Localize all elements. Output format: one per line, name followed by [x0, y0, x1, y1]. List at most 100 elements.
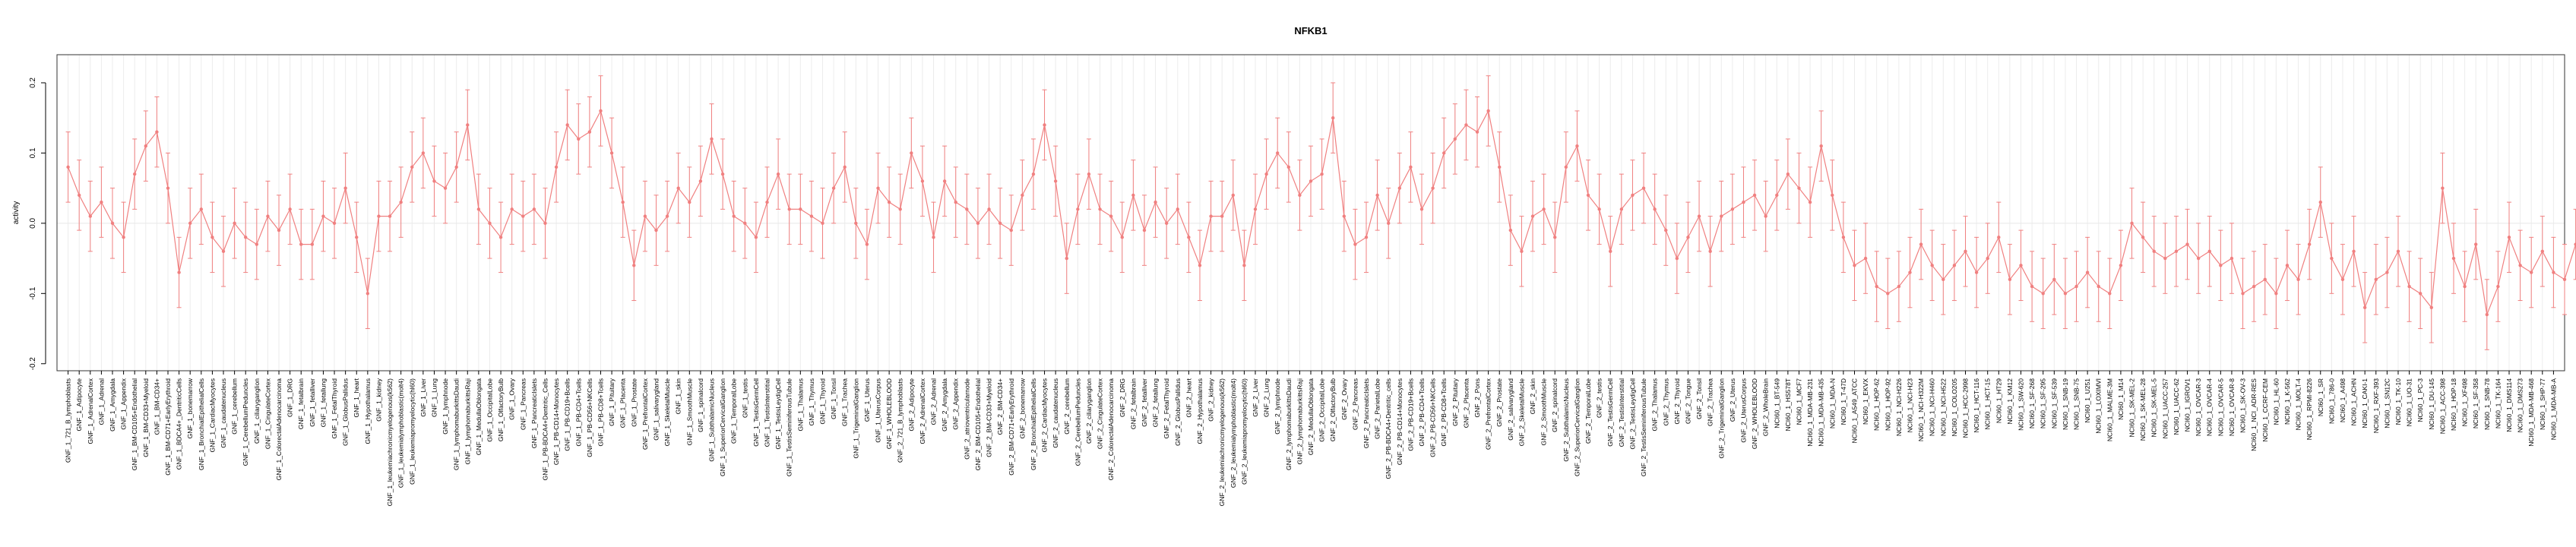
x-tick-label: GNF_2_OccipitalLobe: [1318, 378, 1326, 442]
data-point: [599, 109, 603, 113]
x-tick-label: GNF_2_Prostate: [1495, 378, 1503, 427]
data-point: [665, 214, 669, 218]
data-point: [410, 165, 414, 169]
x-tick-label: NCI60_1_UACC-257: [2161, 378, 2169, 439]
data-point: [244, 236, 248, 239]
data-point: [233, 221, 236, 226]
data-point: [1442, 151, 1446, 155]
x-tick-label: NCI60_1_EKVX: [1862, 378, 1869, 425]
x-tick-label: GNF_2_ciliaryganglion: [1085, 378, 1093, 444]
x-tick-label: GNF_1_GlobusPallidus: [342, 378, 350, 446]
data-point: [133, 172, 137, 176]
x-tick-label: GNF_1_Adipocyte: [75, 378, 83, 432]
x-tick-label: NCI60_1_ACC-398: [2438, 378, 2446, 435]
data-point: [1597, 207, 1601, 211]
x-tick-label: NCI60_1_IGROV1: [2184, 378, 2191, 432]
data-point: [710, 137, 714, 141]
x-tick-label: NCI60_1_PC-3: [2416, 378, 2424, 422]
x-tick-label: NCI60_1_NCI_ADR-RES: [2250, 378, 2258, 451]
data-point: [510, 207, 514, 211]
data-point: [1375, 193, 1379, 198]
x-tick-label: GNF_2_Adipocyte: [907, 378, 915, 432]
x-tick-label: GNF_2_bonemarrow: [1018, 378, 1026, 438]
data-point: [355, 236, 359, 239]
x-tick-label: GNF_2_SubthalamicNucleus: [1562, 378, 1570, 462]
data-point: [1498, 165, 1502, 169]
x-tick-label: GNF_2_TrigeminalGanglion: [1717, 378, 1725, 459]
x-tick-label: NCI60_1_SK-MEL-28: [2139, 378, 2147, 441]
data-point: [1964, 249, 1967, 254]
x-tick-label: NCI60_1_NCI-H23: [1906, 378, 1913, 433]
x-tick-label: GNF_2_leukemialymphoblastic(molt4): [1229, 378, 1237, 488]
data-point: [498, 236, 503, 239]
x-tick-label: NCI60_1_SK-MEL-2: [2128, 378, 2136, 438]
data-point: [976, 221, 980, 226]
data-point: [432, 179, 436, 183]
data-point: [843, 165, 847, 169]
x-tick-label: NCI60_1_T-47D: [1840, 378, 1847, 425]
x-tick-label: GNF_2_Tonsil: [1695, 378, 1703, 419]
y-axis: -0.2 -0.1 0.0 0.1 0.2: [29, 77, 46, 370]
x-tick-label: NCI60_1_SK-OV-3: [2239, 378, 2247, 433]
x-tick-label: GNF_2_PrefrontalCortex: [1485, 378, 1492, 450]
x-tick-label: GNF_1_cerebellum: [231, 378, 239, 435]
x-tick-label: GNF_2_fetalliver: [1141, 378, 1148, 427]
x-tick-label: GNF_1_bonemarrow: [186, 378, 194, 438]
x-tick-label: GNF_2_Appendix: [952, 378, 960, 429]
data-point: [1941, 277, 1945, 282]
x-tick-label: NCI60_1_MDA-MB-A: [2549, 378, 2557, 441]
x-tick-label: GNF_2_BM-CD105+Endothelial: [974, 378, 982, 470]
data-point: [876, 186, 880, 190]
x-tick-label: NCI60_1_HCT-116: [1973, 378, 1980, 433]
data-point: [2041, 292, 2045, 296]
x-tick-label: NCI60_1_SF-268: [2028, 378, 2036, 428]
x-tick-label: GNF_2_UterusCorpus: [1739, 378, 1747, 443]
x-tick-label: GNF_2_Trachea: [1707, 378, 1714, 426]
x-tick-label: GNF_1_Adrenal: [97, 378, 105, 425]
data-point: [1564, 165, 1568, 169]
data-point: [1542, 207, 1546, 211]
data-point: [2063, 292, 2068, 296]
x-tick-label: GNF_1_Appendix: [120, 378, 128, 429]
data-point: [632, 264, 636, 267]
x-tick-label: GNF_2_skin: [1529, 378, 1536, 415]
x-tick-label: NCI60_1_SNB-75: [2073, 378, 2081, 430]
data-point: [532, 207, 536, 211]
x-tick-label: GNF_1_ColorectalAdenocarcinoma: [275, 378, 283, 480]
x-tick-label: GNF_1_Liver: [419, 378, 427, 417]
data-point: [1009, 228, 1013, 232]
x-tick-label: GNF_2_Amygdala: [941, 378, 948, 432]
x-tick-label: GNF_2_testis: [1596, 378, 1603, 418]
data-point: [255, 242, 259, 246]
data-point: [2396, 249, 2400, 254]
data-points: [66, 109, 2576, 317]
x-tick-label: GNF_1_PB-CD8+Tcells: [597, 378, 604, 447]
x-tick-label: GNF_2_lymphnode: [1274, 378, 1281, 435]
data-point: [732, 214, 736, 218]
x-tick-label: GNF_1_leukemiapromyelocytic(hl60): [408, 378, 416, 485]
data-point: [1786, 172, 1790, 176]
x-tick-label: NCI60_1_NCI-H522: [1939, 378, 1947, 436]
x-tick-label: GNF_2_PB-CD8+Tcells: [1440, 378, 1448, 447]
data-point: [2185, 242, 2189, 246]
data-point: [2219, 264, 2223, 267]
x-tick-label: GNF_1_OccipitalLobe: [486, 378, 493, 442]
data-point: [998, 221, 1002, 226]
data-point: [2441, 186, 2445, 190]
x-tick-label: GNF_1_BM-CD71+EarlyErythroid: [164, 378, 172, 476]
x-tick-label: NCI60_1_MOLT-4: [2295, 378, 2302, 431]
data-point: [1475, 130, 1479, 134]
x-tick-label: NCI60_1_A549_ATCC: [1850, 378, 1858, 443]
data-point: [2085, 270, 2090, 274]
data-point: [2152, 249, 2156, 254]
data-point: [2296, 277, 2300, 282]
x-tick-label: GNF_2_Pituitary: [1451, 378, 1459, 426]
data-point: [366, 292, 370, 296]
data-point: [1952, 264, 1957, 267]
x-tick-label: GNF_2_ParietalLobe: [1374, 378, 1381, 439]
data-point: [2163, 256, 2167, 261]
data-point: [743, 221, 747, 226]
x-tick-label: NCI60_1_SF-539: [2050, 378, 2058, 428]
y-tick-label: 0.2: [29, 77, 37, 88]
